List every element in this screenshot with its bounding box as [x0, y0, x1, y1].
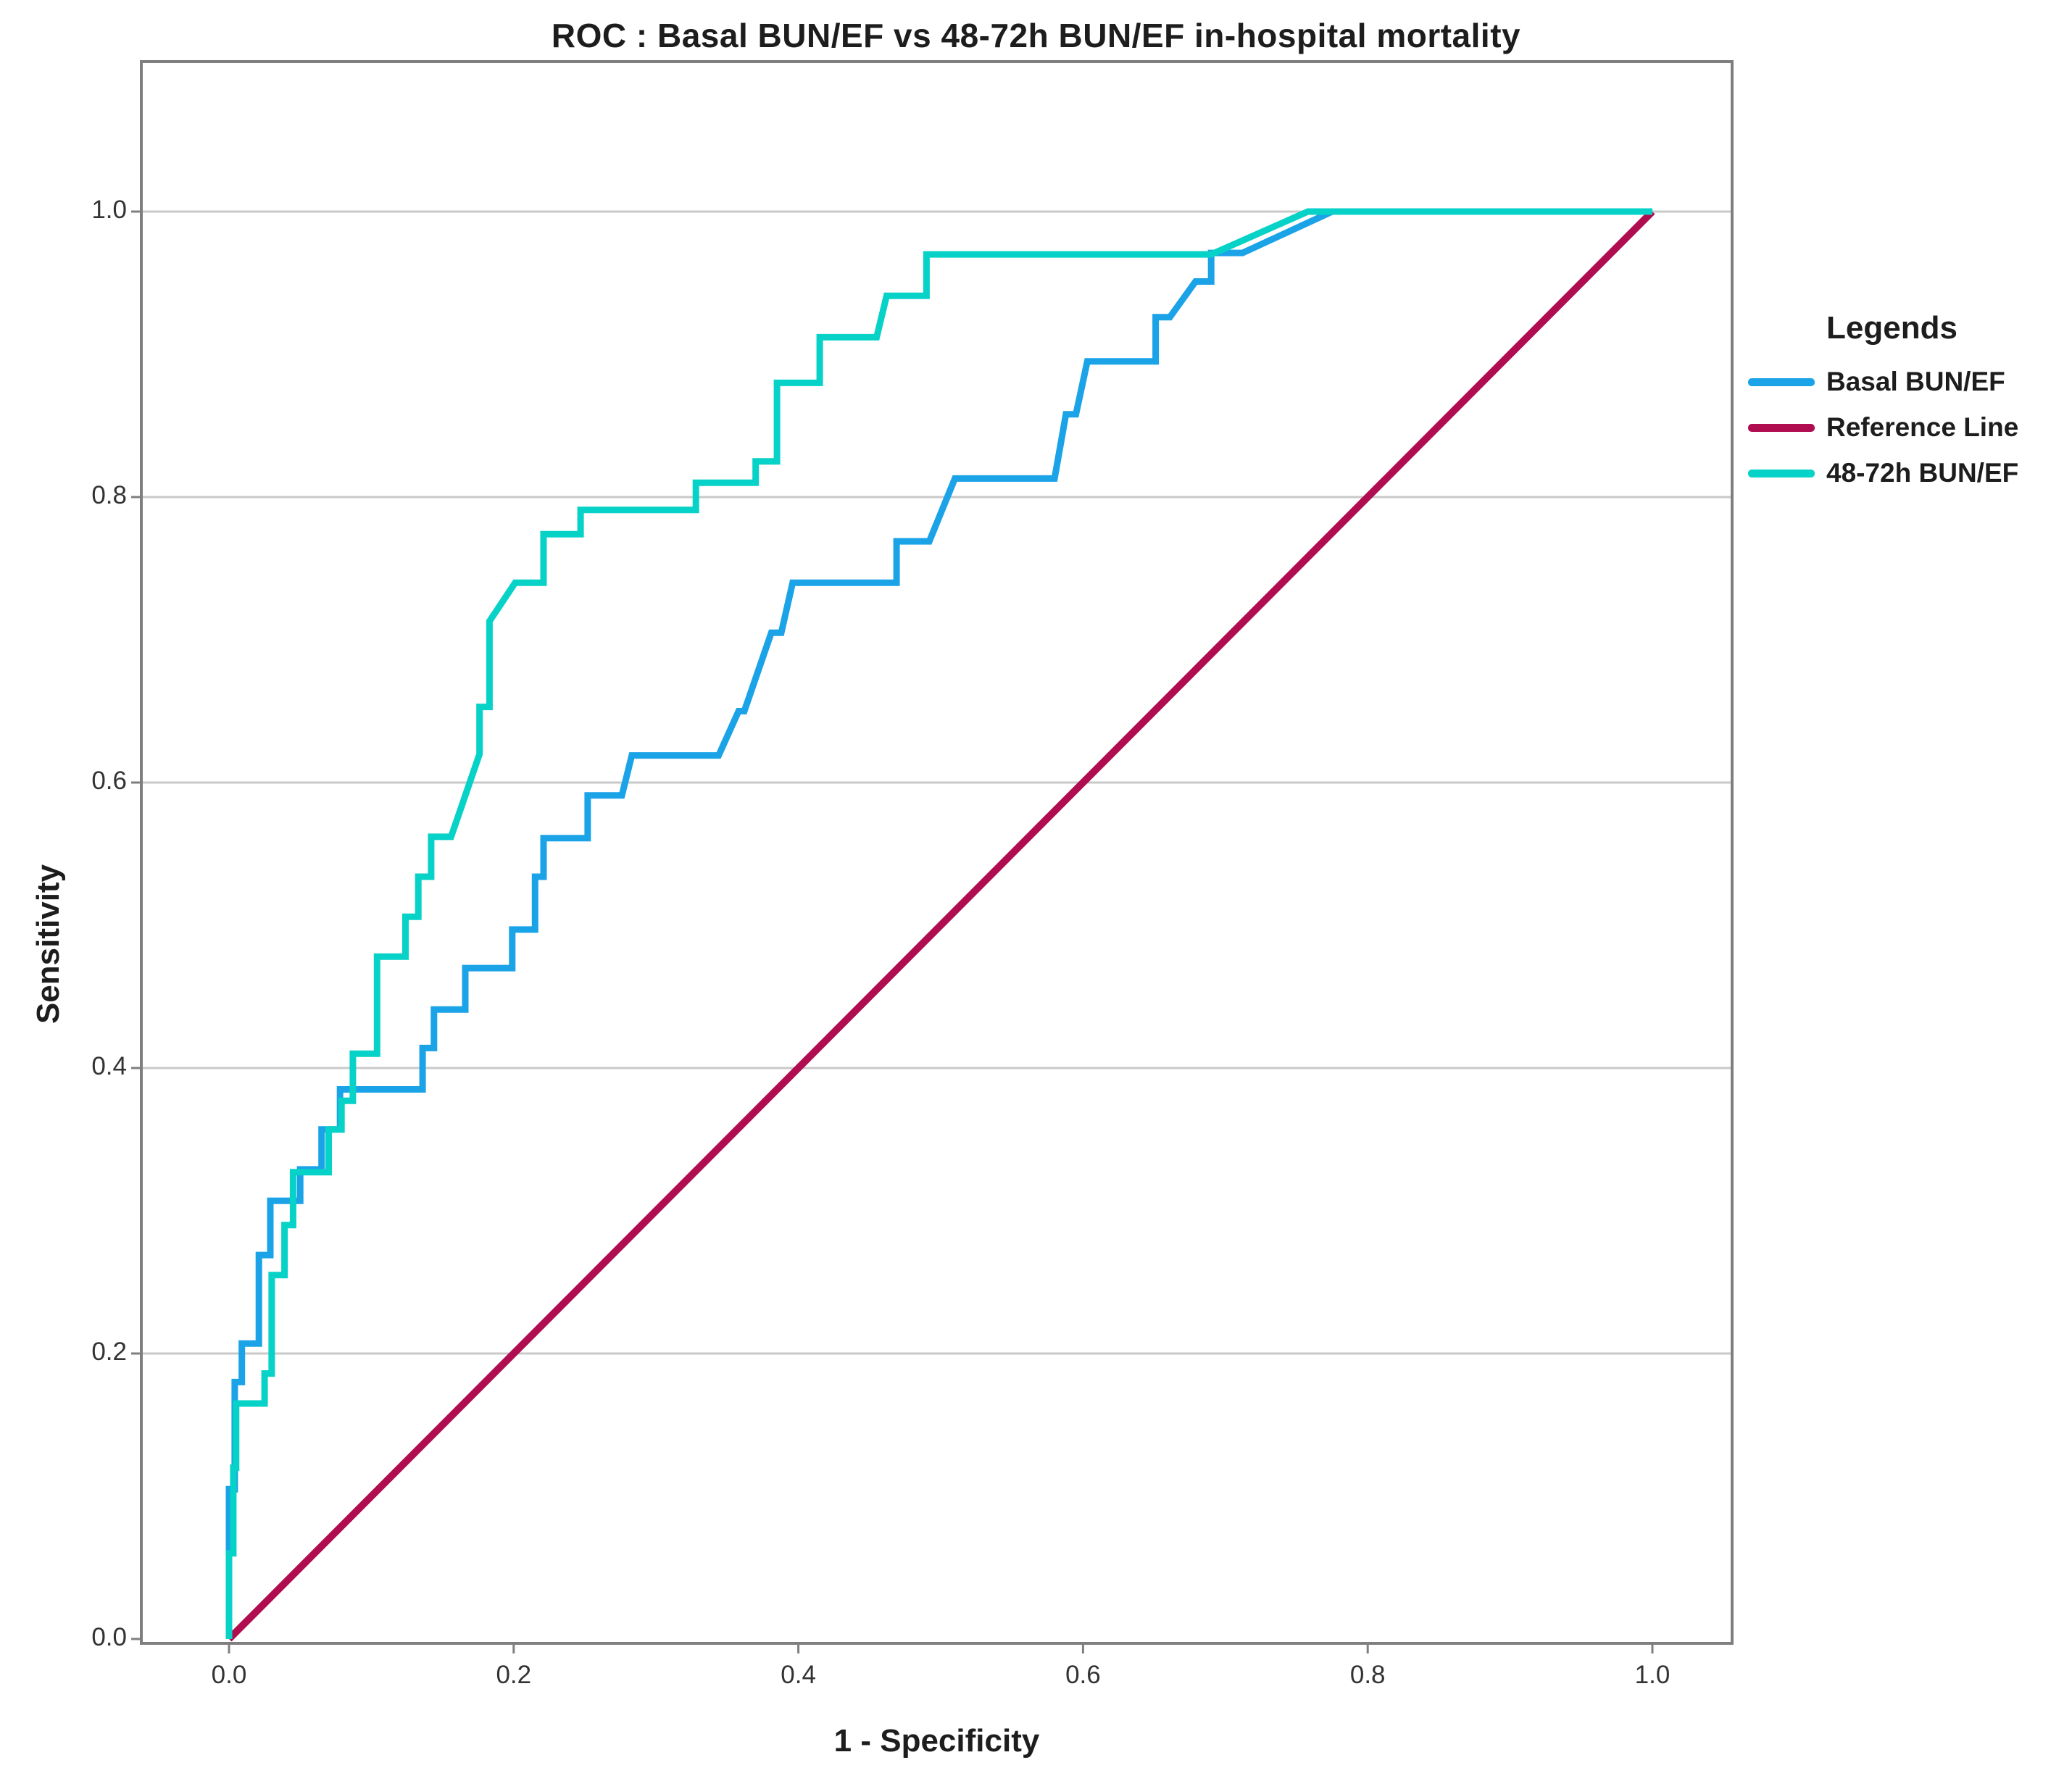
- legend-item-label: Reference Line: [1826, 412, 2019, 442]
- y-axis-title: Sensitivity: [30, 864, 66, 1025]
- y-tick-label: 1.0: [91, 196, 127, 224]
- legend-item-reference-line: Reference Line: [1748, 411, 2067, 444]
- legend: Legends Basal BUN/EF Reference Line 48-7…: [1748, 310, 2067, 502]
- basal-bun-ef-line-swatch: [1748, 378, 1815, 386]
- y-tick-label: 0.2: [91, 1338, 127, 1366]
- y-tick-label: 0.6: [91, 767, 127, 795]
- x-axis-title: 1 - Specificity: [833, 1723, 1040, 1759]
- x-tick-label: 1.0: [1634, 1661, 1671, 1689]
- series-basal-bun-ef: [225, 208, 1652, 1639]
- 48-72h-bun-ef-line-swatch: [1748, 469, 1815, 477]
- x-tick-label: 0.8: [1349, 1661, 1386, 1689]
- x-tick-label: 0.0: [211, 1661, 247, 1689]
- series-48-72h-bun-ef: [225, 208, 1652, 1639]
- x-tick-label: 0.4: [781, 1661, 816, 1689]
- y-tick-label: 0.0: [91, 1623, 127, 1651]
- legend-item-label: Basal BUN/EF: [1826, 367, 2005, 396]
- y-tick-label: 0.8: [91, 481, 127, 509]
- x-tick-label: 0.2: [496, 1661, 532, 1689]
- series-reference-line: [226, 209, 1655, 1642]
- legend-item-48-72h-bun-ef: 48-72h BUN/EF: [1748, 456, 2067, 490]
- legend-item-basal-bun-ef: Basal BUN/EF: [1748, 365, 2067, 399]
- y-tick-label: 0.4: [91, 1052, 127, 1080]
- chart-title: ROC : Basal BUN/EF vs 48-72h BUN/EF in-h…: [551, 17, 1521, 54]
- reference-line-swatch: [1748, 423, 1815, 432]
- legend-title: Legends: [1826, 310, 1957, 346]
- legend-item-label: 48-72h BUN/EF: [1826, 458, 2019, 488]
- x-tick-label: 0.6: [1065, 1661, 1101, 1689]
